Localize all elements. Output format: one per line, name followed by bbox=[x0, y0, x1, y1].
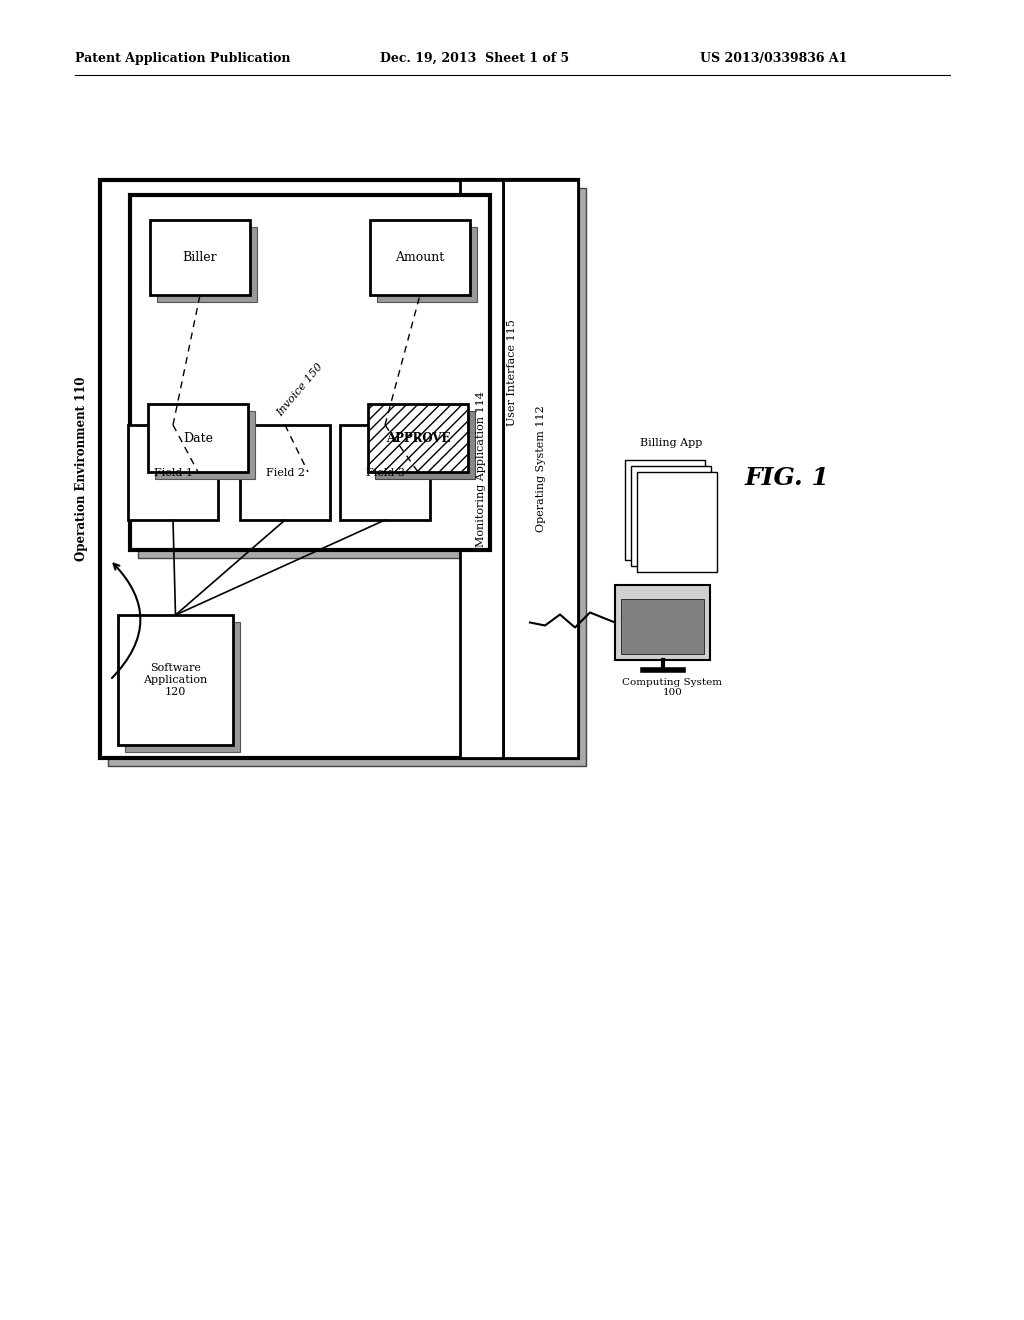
FancyBboxPatch shape bbox=[377, 227, 477, 302]
FancyBboxPatch shape bbox=[125, 622, 240, 752]
FancyBboxPatch shape bbox=[621, 599, 705, 653]
Text: Date: Date bbox=[183, 432, 213, 445]
FancyBboxPatch shape bbox=[631, 466, 711, 566]
FancyBboxPatch shape bbox=[247, 432, 337, 527]
Text: US 2013/0339836 A1: US 2013/0339836 A1 bbox=[700, 51, 848, 65]
Text: User Interface 115: User Interface 115 bbox=[507, 319, 517, 426]
Text: APPROVE: APPROVE bbox=[386, 432, 451, 445]
Text: Dec. 19, 2013  Sheet 1 of 5: Dec. 19, 2013 Sheet 1 of 5 bbox=[380, 51, 569, 65]
Text: Field 3: Field 3 bbox=[366, 467, 404, 478]
Text: Patent Application Publication: Patent Application Publication bbox=[75, 51, 291, 65]
FancyBboxPatch shape bbox=[370, 220, 470, 294]
FancyBboxPatch shape bbox=[347, 432, 437, 527]
FancyBboxPatch shape bbox=[503, 180, 578, 758]
Text: Invoice 150: Invoice 150 bbox=[275, 362, 325, 418]
FancyBboxPatch shape bbox=[240, 425, 330, 520]
Text: Software
Application
120: Software Application 120 bbox=[143, 664, 208, 697]
Text: Field 2: Field 2 bbox=[265, 467, 304, 478]
FancyBboxPatch shape bbox=[615, 585, 710, 660]
FancyBboxPatch shape bbox=[108, 187, 586, 766]
Text: Monitoring Application 114: Monitoring Application 114 bbox=[476, 391, 486, 546]
FancyBboxPatch shape bbox=[368, 404, 468, 473]
FancyBboxPatch shape bbox=[375, 411, 475, 479]
Text: Computing System
100: Computing System 100 bbox=[623, 678, 723, 697]
Text: Operating System 112: Operating System 112 bbox=[536, 405, 546, 532]
Text: Operation Environment 110: Operation Environment 110 bbox=[76, 376, 88, 561]
Text: Billing App: Billing App bbox=[640, 438, 702, 447]
Text: Biller: Biller bbox=[182, 251, 217, 264]
FancyBboxPatch shape bbox=[128, 425, 218, 520]
FancyBboxPatch shape bbox=[135, 432, 225, 527]
FancyBboxPatch shape bbox=[150, 220, 250, 294]
FancyBboxPatch shape bbox=[138, 203, 498, 558]
FancyBboxPatch shape bbox=[460, 180, 503, 758]
FancyBboxPatch shape bbox=[155, 411, 255, 479]
FancyBboxPatch shape bbox=[340, 425, 430, 520]
Text: Amount: Amount bbox=[395, 251, 444, 264]
Text: FIG. 1: FIG. 1 bbox=[745, 466, 829, 490]
Text: Field 1: Field 1 bbox=[154, 467, 193, 478]
FancyBboxPatch shape bbox=[157, 227, 257, 302]
FancyBboxPatch shape bbox=[130, 195, 490, 550]
FancyBboxPatch shape bbox=[625, 459, 705, 560]
FancyBboxPatch shape bbox=[118, 615, 233, 744]
FancyBboxPatch shape bbox=[148, 404, 248, 473]
FancyBboxPatch shape bbox=[637, 473, 717, 572]
FancyBboxPatch shape bbox=[100, 180, 578, 758]
